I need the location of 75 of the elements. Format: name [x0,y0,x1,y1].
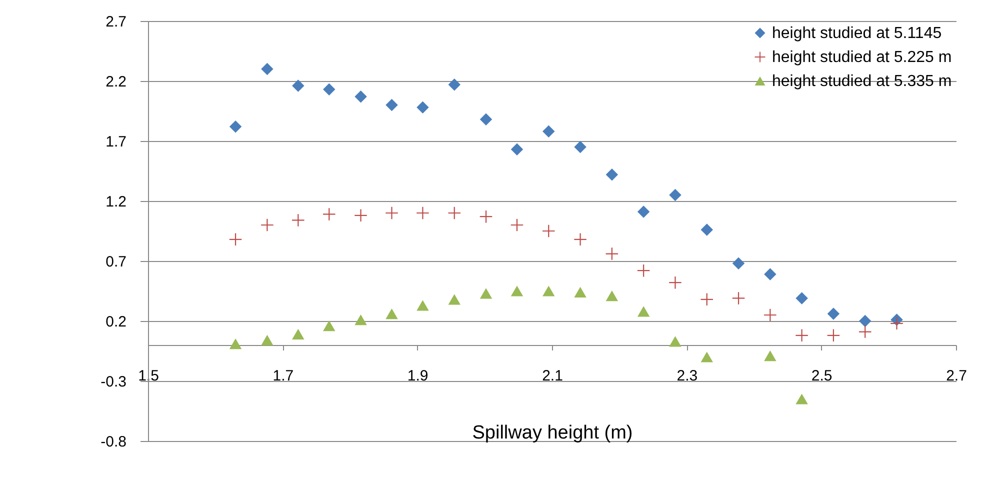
point [448,206,460,220]
point [510,286,524,296]
point [574,140,586,154]
point [606,248,618,260]
y-tick-label: 0.7 [106,254,126,270]
point [606,168,618,181]
point [292,80,304,92]
point [354,314,367,326]
y-tick-label: -0.3 [100,374,126,390]
x-tick-label: 1.5 [138,368,159,384]
point [261,62,274,76]
point [858,326,872,338]
point [574,233,586,246]
point [480,113,492,126]
point [416,101,429,114]
point [261,334,274,346]
x-tick-label: 2.7 [946,368,967,384]
point [700,352,713,362]
point [796,394,808,404]
x-tick-label: 1.9 [407,368,428,384]
point [416,300,429,311]
point [542,125,555,138]
y-tick-label: 1.2 [106,194,126,210]
point [764,268,776,280]
legend-label: height studied at 5.335 m [772,73,952,90]
point [796,292,808,304]
y-tick-label: 2.7 [106,14,126,30]
point [386,98,398,112]
point [858,314,872,328]
legend-label: height studied at 5.225 m [772,49,952,66]
point [796,329,808,342]
x-tick-label: 2.3 [676,368,698,384]
point [261,218,274,232]
point [229,120,242,133]
point [386,308,398,320]
point [637,206,650,218]
point [669,276,682,289]
point [827,308,840,320]
point [323,208,336,220]
point [542,286,555,296]
y-tick-label: 0.2 [106,314,126,330]
legend-label: height studied at 5.1145 [772,25,942,42]
x-tick-label: 2.5 [811,368,832,384]
point [574,286,586,298]
point [480,288,492,299]
point [386,206,398,220]
point [354,209,367,222]
point [323,320,336,332]
point [354,90,367,103]
point [764,350,776,362]
point [292,328,304,340]
point [510,143,524,156]
x-tick-label: 1.7 [272,368,294,384]
point [229,338,242,350]
point [732,257,745,270]
point [606,290,618,302]
y-tick-label: 1.7 [106,134,126,150]
y-tick-label: -0.8 [100,434,126,450]
point [542,224,555,238]
point [448,78,460,91]
point [732,292,745,304]
point [448,294,460,305]
x-tick-label: 2.1 [542,368,563,384]
point [669,188,682,202]
point [637,306,650,317]
point [323,83,336,96]
point [700,224,713,236]
point [292,214,304,226]
x-axis-title: Spillway height (m) [472,422,633,444]
point [764,308,776,322]
point [416,206,429,220]
point [669,336,682,347]
point [890,317,903,330]
point [700,293,713,306]
y-tick-label: 2.2 [106,74,126,90]
